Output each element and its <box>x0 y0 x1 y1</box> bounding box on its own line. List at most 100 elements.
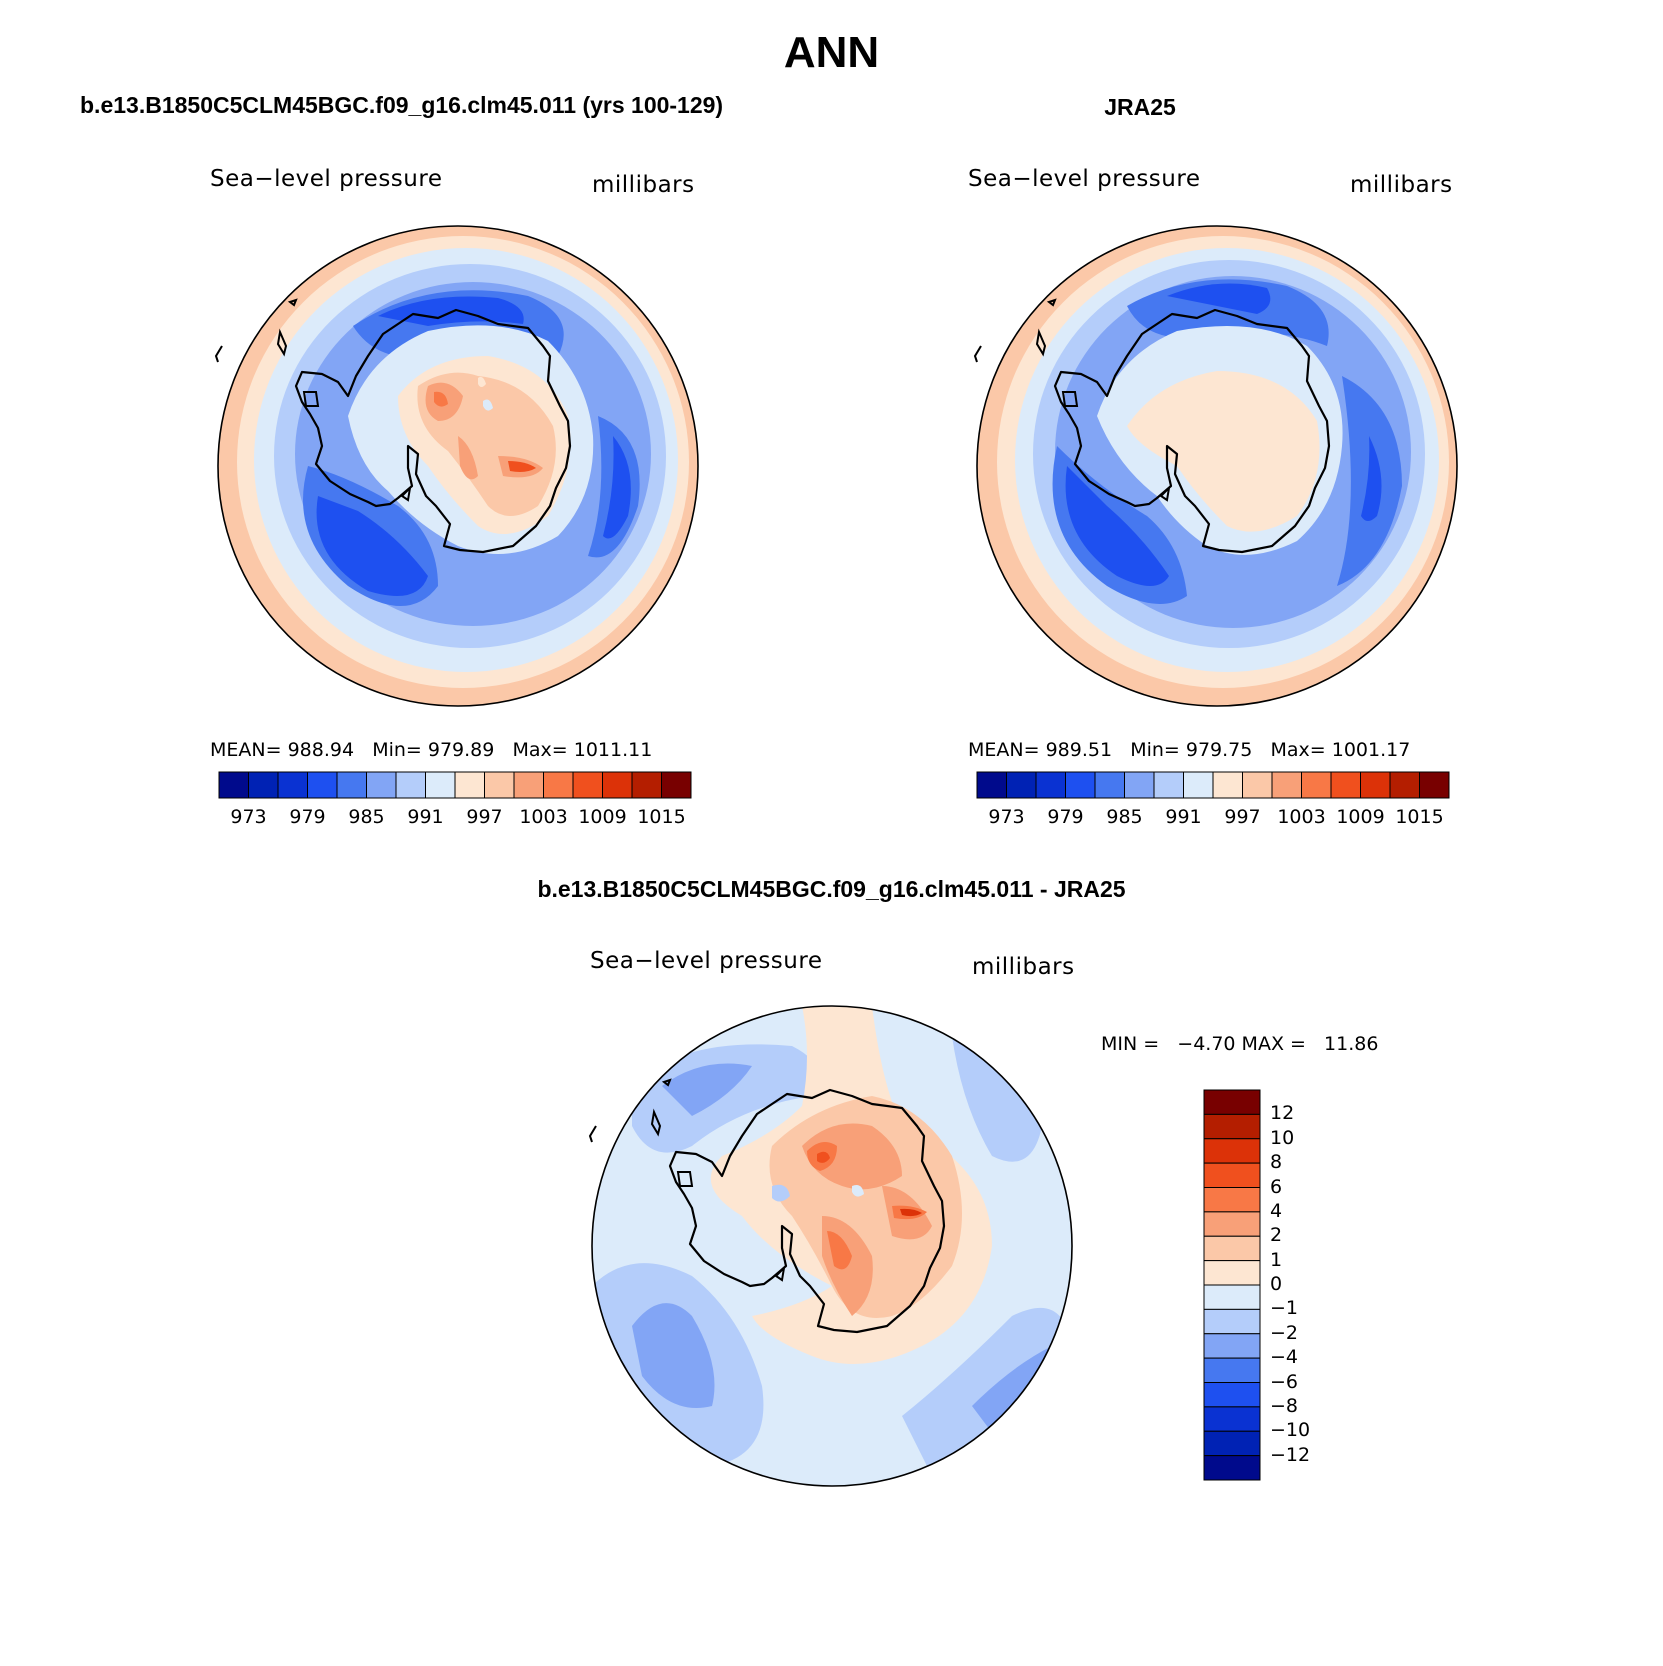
colorbar-difference-tick-label: 6 <box>1270 1175 1283 1198</box>
colorbar-difference-swatch <box>1203 1406 1261 1432</box>
colorbar-obs-swatch <box>1094 771 1125 799</box>
colorbar-model-tick-label: 973 <box>230 806 267 828</box>
colorbar-model-swatch <box>572 771 603 799</box>
panel-obs-heading: JRA25 <box>1104 94 1176 120</box>
colorbar-difference-tick-label: 4 <box>1270 1199 1283 1222</box>
panel-model-stats: MEAN= 988.94 Min= 979.89 Max= 1011.11 <box>210 739 652 761</box>
colorbar-difference-swatch <box>1203 1333 1261 1359</box>
colorbar-difference-tick-label: 10 <box>1270 1126 1295 1149</box>
colorbar-obs-swatch <box>1065 771 1096 799</box>
colorbar-obs-tick-label: 973 <box>988 806 1025 828</box>
colorbar-obs-swatch <box>1124 771 1155 799</box>
colorbar-model-tick-label: 991 <box>407 806 444 828</box>
colorbar-model-swatch <box>602 771 633 799</box>
colorbar-difference <box>1203 1089 1261 1481</box>
mean-label: MEAN= <box>210 739 282 761</box>
max-label: Max= <box>512 739 568 761</box>
difference-heading: b.e13.B1850C5CLM45BGC.f09_g16.clm45.011 … <box>537 876 1126 902</box>
colorbar-model-tick-label: 979 <box>289 806 326 828</box>
colorbar-model-swatch <box>248 771 279 799</box>
figure-title: ANN <box>783 28 880 77</box>
colorbar-difference-swatch <box>1203 1138 1261 1164</box>
colorbar-obs-swatch <box>1389 771 1420 799</box>
colorbar-model-tick-label: 1009 <box>578 806 627 828</box>
colorbar-difference-swatch <box>1203 1455 1261 1481</box>
colorbar-model-swatch <box>218 771 249 799</box>
difference-units: millibars <box>972 954 1075 980</box>
colorbar-difference-tick-label: −10 <box>1270 1419 1311 1442</box>
colorbar-difference-tick-label: 8 <box>1270 1151 1283 1174</box>
colorbar-obs-swatch <box>1153 771 1184 799</box>
colorbar-difference-tick-label: −1 <box>1270 1297 1299 1320</box>
min-label: Min= <box>1130 739 1180 761</box>
min-label: Min= <box>372 739 422 761</box>
max-value: 1001.17 <box>1331 739 1411 761</box>
colorbar-obs-swatch <box>1035 771 1066 799</box>
panel-model-variable: Sea−level pressure <box>210 166 443 192</box>
map-difference <box>588 1005 1073 1487</box>
colorbar-difference-swatch <box>1203 1308 1261 1335</box>
colorbar-model-swatch <box>336 771 367 799</box>
colorbar-difference-swatch <box>1203 1089 1261 1115</box>
max-value: 1011.11 <box>573 739 653 761</box>
colorbar-model-tick-label: 1003 <box>519 806 568 828</box>
colorbar-model-swatch <box>543 771 574 799</box>
colorbar-model-swatch <box>484 771 515 799</box>
colorbar-model-swatch <box>454 771 485 799</box>
colorbar-difference-swatch <box>1203 1382 1261 1408</box>
colorbar-obs-swatch <box>1419 771 1450 799</box>
colorbar-difference-swatch <box>1203 1187 1261 1213</box>
difference-variable: Sea−level pressure <box>590 948 823 974</box>
colorbar-difference-tick-label: −2 <box>1270 1321 1299 1344</box>
colorbar-model <box>218 771 692 799</box>
colorbar-obs-swatch <box>976 771 1007 799</box>
colorbar-obs-tick-label: 991 <box>1165 806 1202 828</box>
colorbar-difference-tick-label: 12 <box>1270 1102 1295 1125</box>
colorbar-model-swatch <box>631 771 662 799</box>
max-label: Max= <box>1270 739 1326 761</box>
panel-model-units: millibars <box>592 172 695 198</box>
colorbar-difference-swatch <box>1203 1284 1261 1310</box>
colorbar-difference-swatch <box>1203 1357 1261 1383</box>
colorbar-obs-swatch <box>1212 771 1243 799</box>
colorbar-obs-swatch <box>1006 771 1037 799</box>
colorbar-model-swatch <box>277 771 308 799</box>
panel-obs-stats: MEAN= 989.51 Min= 979.75 Max= 1001.17 <box>968 739 1410 761</box>
colorbar-model-tick-label: 997 <box>466 806 503 828</box>
colorbar-obs-swatch <box>1183 771 1214 799</box>
colorbar-difference-tick-label: −12 <box>1270 1443 1311 1466</box>
colorbar-obs-tick-label: 1003 <box>1277 806 1326 828</box>
colorbar-model-swatch <box>425 771 456 799</box>
mean-value: 988.94 <box>287 739 355 761</box>
map-model <box>214 225 699 707</box>
colorbar-difference-swatch <box>1203 1260 1261 1286</box>
colorbar-obs-ticks: 973 979 985 991 997 1003 1009 1015 <box>977 806 1449 830</box>
map-obs <box>973 225 1458 707</box>
colorbar-model-swatch <box>366 771 397 799</box>
colorbar-model-swatch <box>307 771 338 799</box>
colorbar-model-swatch <box>661 771 692 799</box>
difference-minmax: MIN = −4.70 MAX = 11.86 <box>1101 1033 1379 1055</box>
colorbar-obs-swatch <box>1271 771 1302 799</box>
colorbar-difference-swatch <box>1203 1162 1261 1188</box>
colorbar-difference-tick-label: −4 <box>1270 1346 1299 1369</box>
mean-value: 989.51 <box>1045 739 1113 761</box>
colorbar-model-tick-label: 1015 <box>637 806 686 828</box>
colorbar-obs-swatch <box>1360 771 1391 799</box>
colorbar-difference-tick-label: −8 <box>1270 1394 1299 1417</box>
colorbar-difference-swatch <box>1203 1211 1261 1237</box>
colorbar-difference-ticks: 12 10 8 6 4 2 1 0 −1 −2 −4 −6 −8 −10 −12 <box>1270 1090 1350 1480</box>
colorbar-obs-tick-label: 997 <box>1224 806 1261 828</box>
mean-label: MEAN= <box>968 739 1040 761</box>
colorbar-obs-swatch <box>1242 771 1273 799</box>
colorbar-model-ticks: 973 979 985 991 997 1003 1009 1015 <box>219 806 691 830</box>
colorbar-difference-swatch <box>1203 1430 1261 1457</box>
colorbar-model-swatch <box>513 771 544 799</box>
colorbar-obs-tick-label: 985 <box>1106 806 1143 828</box>
colorbar-difference-swatch <box>1203 1235 1261 1262</box>
colorbar-model-tick-label: 985 <box>348 806 385 828</box>
colorbar-obs-tick-label: 1009 <box>1336 806 1385 828</box>
colorbar-difference-tick-label: 0 <box>1270 1273 1283 1295</box>
colorbar-model-swatch <box>395 771 426 799</box>
min-value: 979.89 <box>427 739 495 761</box>
